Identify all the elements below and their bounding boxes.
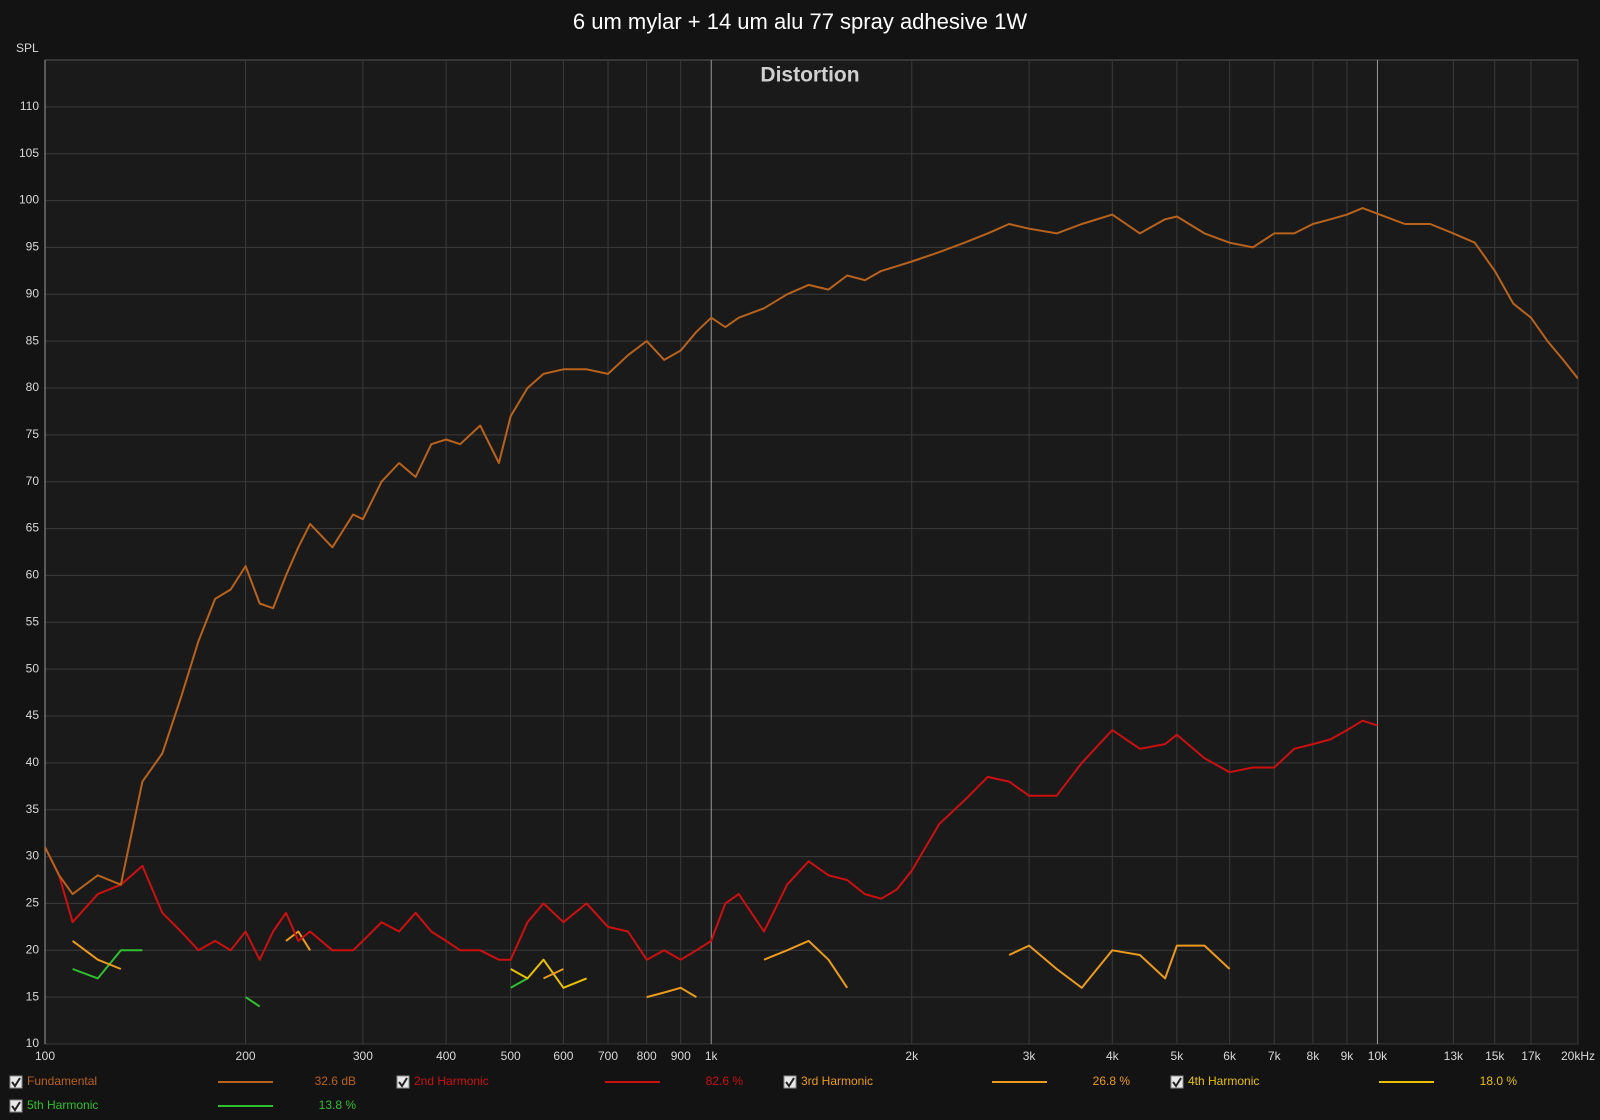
- x-tick-label: 300: [353, 1049, 373, 1063]
- x-tick-label: 6k: [1223, 1049, 1237, 1063]
- checkmark: [785, 1077, 795, 1088]
- x-tick-label: 100: [35, 1049, 55, 1063]
- checkmark: [1172, 1077, 1182, 1088]
- y-tick-label: 60: [26, 568, 40, 582]
- checkmark: [398, 1077, 408, 1088]
- y-tick-label: 45: [26, 708, 40, 722]
- x-tick-label: 2k: [905, 1049, 919, 1063]
- x-tick-label: 10k: [1368, 1049, 1388, 1063]
- x-tick-label: 800: [637, 1049, 657, 1063]
- y-tick-label: 85: [26, 333, 40, 347]
- series-line: [45, 719, 1378, 961]
- checkmark: [11, 1077, 21, 1088]
- x-tick-label: 4k: [1106, 1049, 1120, 1063]
- x-tick-label: 200: [236, 1049, 256, 1063]
- legend-name: 3rd Harmonic: [801, 1074, 873, 1088]
- y-tick-label: 105: [19, 146, 39, 160]
- y-tick-label: 65: [26, 521, 40, 535]
- x-tick-label: 600: [553, 1049, 573, 1063]
- y-tick-label: 70: [26, 474, 40, 488]
- y-axis-label: SPL: [16, 41, 39, 55]
- x-tick-label: 8k: [1307, 1049, 1321, 1063]
- x-tick-label: 9k: [1341, 1049, 1355, 1063]
- y-tick-label: 75: [26, 427, 40, 441]
- checkmark: [11, 1101, 21, 1112]
- legend-name: 2nd Harmonic: [414, 1074, 489, 1088]
- y-tick-label: 40: [26, 755, 40, 769]
- y-tick-label: 110: [20, 99, 39, 113]
- y-tick-label: 35: [26, 802, 40, 816]
- annotation: Distortion: [760, 64, 859, 87]
- x-tick-label: 500: [501, 1049, 521, 1063]
- x-tick-label: 15k: [1485, 1049, 1505, 1063]
- y-tick-label: 10: [26, 1036, 40, 1050]
- x-tick-label: 3k: [1023, 1049, 1037, 1063]
- y-tick-label: 20: [26, 942, 40, 956]
- legend-value: 82.6 %: [706, 1074, 744, 1088]
- y-tick-label: 100: [19, 193, 39, 207]
- x-tick-label: 13k: [1444, 1049, 1464, 1063]
- x-tick-label: 400: [436, 1049, 456, 1063]
- series-line: [45, 207, 1578, 896]
- y-tick-label: 15: [26, 989, 40, 1003]
- y-tick-label: 90: [26, 286, 40, 300]
- y-tick-label: 30: [26, 849, 40, 863]
- y-tick-label: 25: [26, 896, 40, 910]
- series-line: [72, 930, 1231, 999]
- legend-value: 13.8 %: [319, 1098, 357, 1112]
- x-tick-label: 17k: [1521, 1049, 1541, 1063]
- legend-name: 5th Harmonic: [27, 1098, 98, 1112]
- x-tick-label: 900: [671, 1049, 691, 1063]
- y-tick-label: 50: [26, 661, 40, 675]
- x-tick-label: 5k: [1171, 1049, 1185, 1063]
- plot-area: [44, 59, 1579, 1045]
- legend-value: 18.0 %: [1480, 1074, 1518, 1088]
- x-tick-label: 20kHz: [1561, 1049, 1595, 1063]
- y-tick-label: 95: [26, 240, 40, 254]
- x-tick-label: 700: [598, 1049, 618, 1063]
- legend-value: 26.8 %: [1093, 1074, 1131, 1088]
- y-tick-label: 55: [26, 614, 40, 628]
- legend-name: Fundamental: [27, 1074, 97, 1088]
- y-tick-label: 80: [26, 380, 40, 394]
- chart-title: 6 um mylar + 14 um alu 77 spray adhesive…: [573, 9, 1028, 34]
- legend-value: 32.6 dB: [315, 1074, 356, 1088]
- x-tick-label: 1k: [705, 1049, 719, 1063]
- series-line: [510, 958, 587, 989]
- legend-name: 4th Harmonic: [1188, 1074, 1259, 1088]
- x-tick-label: 7k: [1268, 1049, 1282, 1063]
